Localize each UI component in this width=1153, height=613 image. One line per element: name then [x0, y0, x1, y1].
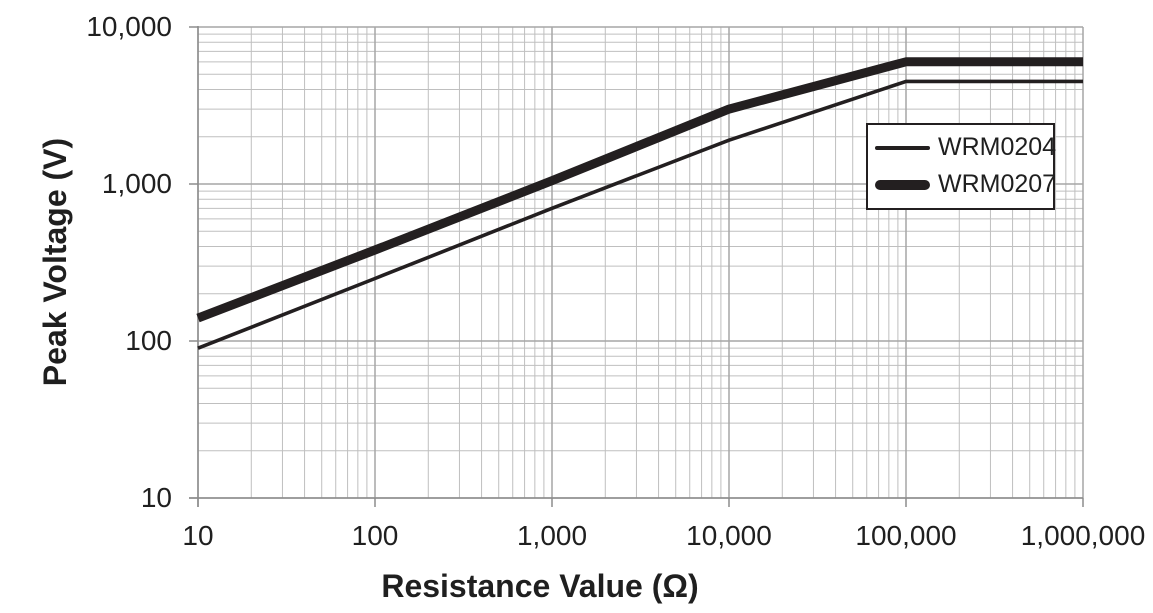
legend-item-wrm0204: WRM0204 — [875, 133, 1057, 162]
legend-label: WRM0207 — [938, 170, 1057, 199]
y-tick-label: 1,000 — [101, 168, 172, 199]
x-tick-label: 1,000,000 — [1020, 520, 1146, 551]
y-tick-label: 10 — [140, 482, 172, 513]
x-tick-label: 1,000 — [516, 520, 588, 551]
x-tick-label: 100,000 — [855, 520, 957, 551]
x-axis-title: Resistance Value (Ω) — [381, 568, 699, 604]
legend: WRM0204 WRM0207 — [866, 123, 1057, 210]
y-axis-title: Peak Voltage (V) — [37, 137, 73, 387]
y-tick-label: 10,000 — [86, 11, 172, 42]
legend-line-sample-thin — [875, 146, 930, 151]
axis-frame — [189, 26, 1083, 507]
x-tick-label: 10 — [182, 520, 214, 551]
series-line-wrm0207 — [196, 57, 1083, 323]
legend-label: WRM0204 — [938, 133, 1057, 162]
x-tick-label: 10,000 — [686, 520, 772, 551]
legend-line-sample-thick — [875, 179, 930, 190]
y-tick-label: 100 — [125, 325, 172, 356]
legend-item-wrm0207: WRM0207 — [875, 170, 1057, 199]
grid-minor — [198, 27, 1083, 498]
axis-ticks — [189, 26, 1084, 507]
series-line-wrm0204 — [197, 79, 1083, 350]
x-tick-label: 100 — [351, 520, 399, 551]
